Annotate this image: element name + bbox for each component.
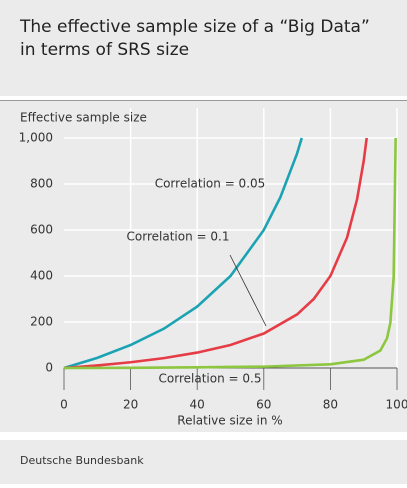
y-tick-label: 1,000 [19, 131, 53, 145]
x-tick-label: 0 [60, 398, 68, 412]
x-tick-label: 40 [190, 398, 205, 412]
title-line: The effective sample size of a “Big Data… [19, 17, 370, 37]
plot: 0 200 400 600 800 1,000 0 20 40 60 80 100 Correlatio… [19, 108, 407, 412]
series-label: Correlation = 0.5 [159, 372, 262, 386]
y-axis-label: Effective sample size [20, 111, 147, 125]
series-line [63, 137, 304, 370]
x-tick-label: 20 [123, 398, 138, 412]
x-tick-label: 80 [323, 398, 338, 412]
y-tick-label: 400 [30, 269, 53, 283]
series-line [63, 137, 368, 370]
chart-bg [0, 100, 407, 432]
header-bg [0, 0, 407, 96]
series-label: Correlation = 0.05 [155, 177, 266, 191]
x-tick-label: 60 [256, 398, 271, 412]
series-line [63, 137, 397, 370]
y-tick-label: 0 [45, 361, 53, 375]
source: Deutsche Bundesbank [20, 454, 144, 467]
y-tick-label: 800 [30, 177, 53, 191]
y-tick-label: 600 [30, 223, 53, 237]
x-tick-label: 100 [386, 398, 407, 412]
title-line: in terms of SRS size [20, 40, 189, 60]
y-tick-label: 200 [30, 315, 53, 329]
series-label: Correlation = 0.1 [127, 230, 230, 244]
leader-line [229, 254, 267, 327]
footer-bg [0, 440, 407, 484]
x-axis-label: Relative size in % [177, 414, 282, 428]
